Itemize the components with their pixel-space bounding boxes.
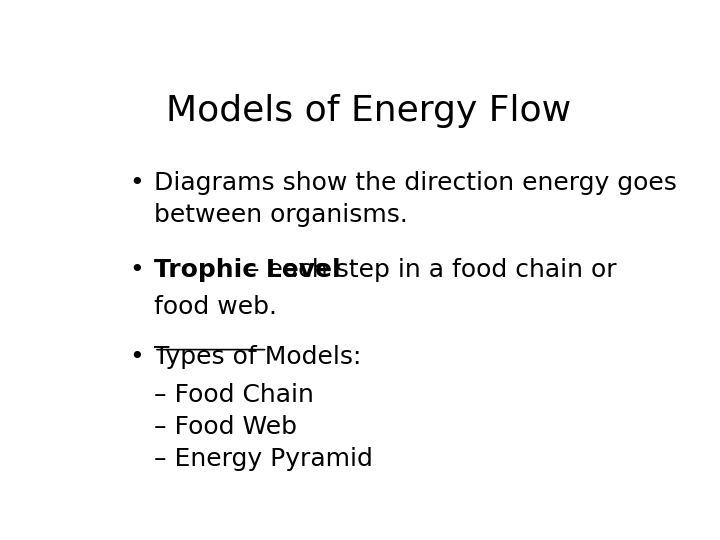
Text: Diagrams show the direction energy goes
between organisms.: Diagrams show the direction energy goes … [154,171,677,227]
Text: Types of Models:: Types of Models: [154,346,361,369]
Text: •: • [129,171,144,195]
Text: Models of Energy Flow: Models of Energy Flow [166,94,572,128]
Text: •: • [129,258,144,282]
Text: Trophic Level: Trophic Level [154,258,341,282]
Text: food web.: food web. [154,295,277,319]
Text: •: • [129,346,144,369]
Text: – Food Chain: – Food Chain [154,383,314,407]
Text: – Food Web: – Food Web [154,415,297,439]
Text: – each step in a food chain or: – each step in a food chain or [239,258,616,282]
Text: – Energy Pyramid: – Energy Pyramid [154,447,373,471]
